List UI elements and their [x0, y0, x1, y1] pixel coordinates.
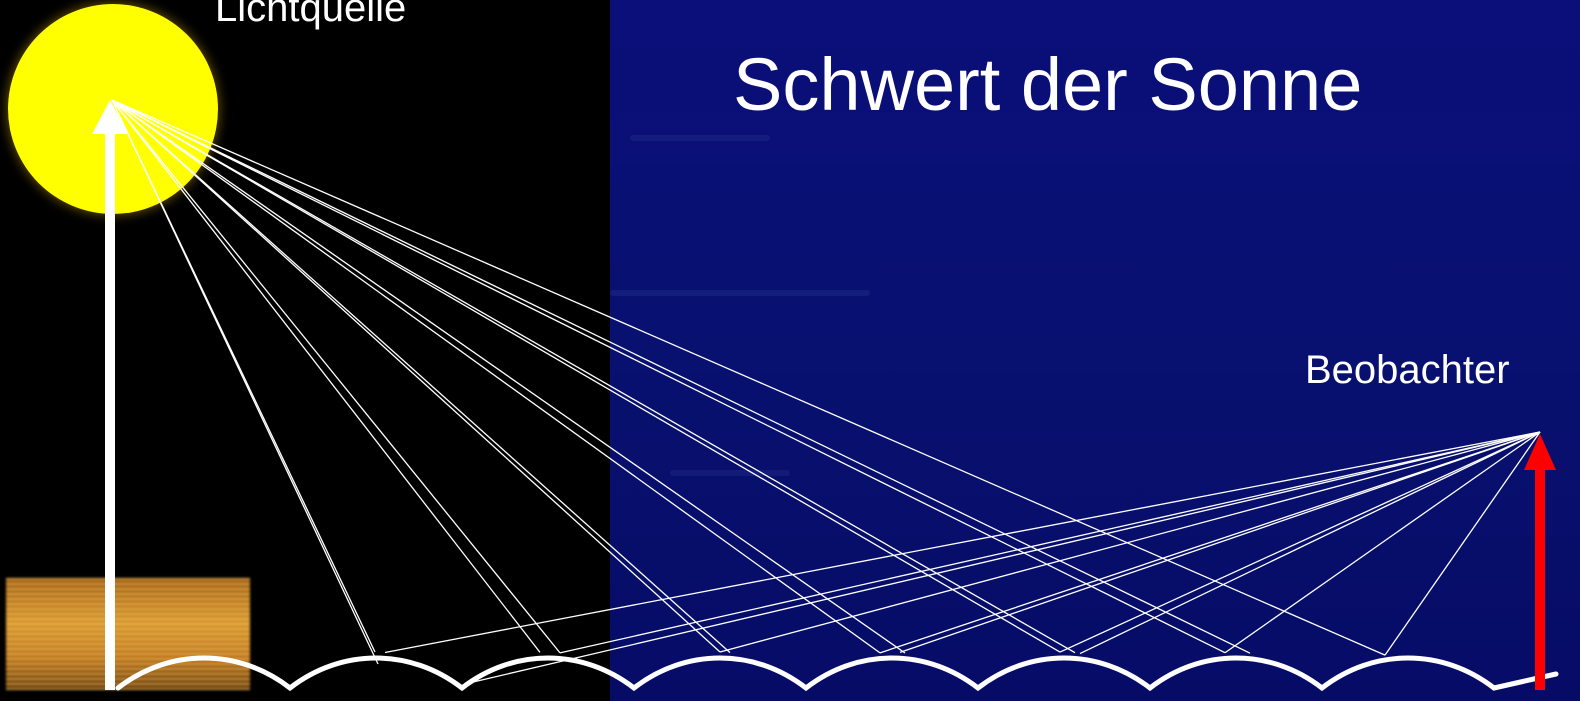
incident-ray	[111, 99, 1076, 654]
incident-ray	[111, 99, 731, 654]
observer-label: Beobachter	[1305, 348, 1510, 392]
incident-ray	[111, 99, 1386, 656]
incident-rays	[111, 99, 1386, 665]
incident-ray	[111, 99, 906, 654]
observer-arrow-icon	[1524, 434, 1556, 690]
reflected-ray	[1079, 431, 1541, 655]
incident-ray	[111, 99, 1226, 654]
incident-ray	[111, 99, 881, 654]
reflected-ray	[1224, 431, 1541, 654]
reflected-ray	[469, 431, 1541, 684]
light-source-arrow-icon	[92, 100, 128, 690]
reflected-rays	[384, 431, 1541, 684]
reflected-ray	[384, 431, 1541, 654]
reflected-ray	[879, 431, 1541, 654]
reflected-ray	[559, 431, 1541, 654]
incident-ray	[111, 99, 541, 653]
blue-background-panel	[610, 0, 1580, 701]
reflected-ray	[1384, 431, 1541, 656]
incident-ray	[111, 99, 561, 654]
light-source-label: Lichtquelle	[215, 0, 407, 30]
page-title: Schwert der Sonne	[733, 43, 1363, 126]
sun-reflection-image	[6, 578, 250, 690]
reflected-ray	[899, 431, 1541, 653]
incident-ray	[111, 99, 721, 653]
incident-ray	[111, 99, 1251, 654]
incident-ray	[111, 99, 379, 665]
water-surface-wave-icon	[115, 655, 1559, 692]
incident-ray	[111, 99, 1061, 653]
reflected-ray	[719, 431, 1541, 653]
reflected-ray	[1059, 431, 1541, 653]
